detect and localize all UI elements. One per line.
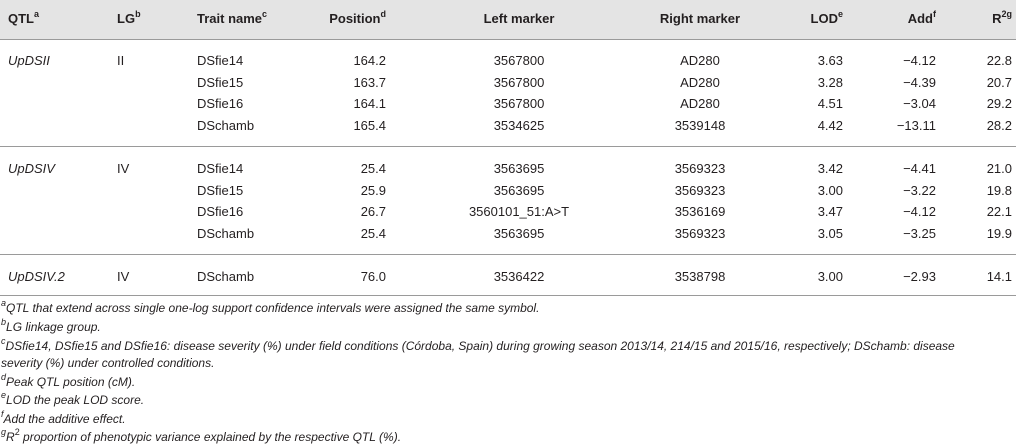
cell-r2: 29.2 — [986, 96, 1012, 111]
cell-add: −4.12 — [903, 53, 936, 68]
cell-left: 3536422 — [493, 269, 545, 284]
cell-position: 26.7 — [360, 204, 386, 219]
cell-lod: 4.42 — [817, 117, 843, 133]
cell-lod: 4.51 — [817, 96, 843, 111]
linkage-group: IV — [117, 269, 130, 284]
cell-right: 3569323 — [674, 161, 726, 176]
cell-right: AD280 — [680, 53, 720, 68]
header-lod: LODe — [810, 8, 843, 26]
header-r2: R2g — [992, 8, 1012, 26]
cell-lod: 3.63 — [817, 53, 843, 68]
cell-lod: 3.42 — [817, 161, 843, 176]
cell-trait: DSfie14 — [197, 161, 244, 176]
cell-left: 3560101_51:A>T — [468, 204, 570, 219]
cell-r2: 14.1 — [986, 269, 1012, 284]
cell-lod: 3.47 — [817, 204, 843, 219]
cell-trait: DSfie15 — [197, 182, 244, 198]
cell-add: −4.41 — [903, 161, 936, 176]
footnote: cDSfie14, DSfie15 and DSfie16: disease s… — [1, 336, 955, 354]
cell-add: −13.11 — [896, 117, 936, 133]
group-divider — [0, 254, 1016, 255]
header-left-marker: Left marker — [483, 11, 555, 26]
cell-position: 25.9 — [360, 182, 386, 198]
header-position: Positiond — [329, 8, 386, 26]
footnote: severity (%) under controlled conditions… — [1, 356, 215, 370]
cell-position: 164.1 — [353, 96, 386, 111]
cell-position: 76.0 — [360, 269, 386, 284]
cell-lod: 3.28 — [817, 74, 843, 90]
group-divider — [0, 146, 1016, 147]
cell-position: 164.2 — [353, 53, 386, 68]
cell-trait: DSfie16 — [197, 204, 244, 219]
cell-trait: DSfie15 — [197, 74, 244, 90]
cell-right: 3569323 — [674, 225, 726, 241]
cell-position: 25.4 — [360, 225, 386, 241]
cell-r2: 19.8 — [986, 182, 1012, 198]
footnote: dPeak QTL position (cM). — [1, 372, 136, 390]
cell-r2: 20.7 — [986, 74, 1012, 90]
qtl-name: UpDSIV — [8, 161, 55, 176]
cell-left: 3563695 — [493, 225, 545, 241]
cell-r2: 22.8 — [986, 53, 1012, 68]
cell-right: AD280 — [680, 74, 720, 90]
cell-r2: 22.1 — [986, 204, 1012, 219]
cell-trait: DSchamb — [197, 225, 255, 241]
cell-trait: DSfie14 — [197, 53, 244, 68]
cell-left: 3563695 — [493, 161, 545, 176]
cell-add: −4.39 — [903, 74, 936, 90]
qtl-name: UpDSIV.2 — [8, 269, 65, 284]
table-bottom-rule — [0, 295, 1016, 296]
footnote: fAdd the additive effect. — [1, 409, 126, 427]
cell-left: 3567800 — [493, 96, 545, 111]
cell-right: 3569323 — [674, 182, 726, 198]
cell-position: 165.4 — [353, 117, 386, 133]
cell-lod: 3.00 — [817, 269, 843, 284]
cell-left: 3534625 — [493, 117, 545, 133]
cell-right: 3538798 — [674, 269, 726, 284]
linkage-group: IV — [117, 161, 130, 176]
cell-trait: DSfie16 — [197, 96, 244, 111]
cell-right: 3539148 — [674, 117, 726, 133]
footnote: aQTL that extend across single one-log s… — [1, 298, 540, 316]
cell-add: −3.22 — [903, 182, 936, 198]
cell-trait: DSchamb — [197, 117, 255, 133]
cell-left: 3563695 — [493, 182, 545, 198]
linkage-group: II — [117, 53, 125, 68]
cell-right: AD280 — [680, 96, 720, 111]
table-header: QTLa LGb Trait namec Positiond Left mark… — [0, 0, 1016, 40]
footnote: bLG linkage group. — [1, 317, 101, 335]
header-trait-name: Trait namec — [197, 8, 268, 26]
footnote: eLOD the peak LOD score. — [1, 390, 145, 408]
cell-left: 3567800 — [493, 74, 545, 90]
cell-r2: 19.9 — [986, 225, 1012, 241]
cell-r2: 28.2 — [986, 117, 1012, 133]
cell-left: 3567800 — [493, 53, 545, 68]
footnote: gR2 proportion of phenotypic variance ex… — [1, 427, 402, 445]
cell-position: 163.7 — [353, 74, 386, 90]
cell-trait: DSchamb — [197, 269, 255, 284]
cell-add: −4.12 — [903, 204, 936, 219]
cell-lod: 3.00 — [817, 182, 843, 198]
cell-add: −3.04 — [903, 96, 936, 111]
qtl-name: UpDSII — [8, 53, 50, 68]
cell-right: 3536169 — [674, 204, 726, 219]
cell-lod: 3.05 — [817, 225, 843, 241]
header-add: Addf — [907, 8, 936, 26]
cell-add: −3.25 — [903, 225, 936, 241]
cell-add: −2.93 — [903, 269, 936, 284]
header-qtl: QTLa — [8, 8, 40, 26]
header-right-marker: Right marker — [659, 11, 741, 26]
header-lg: LGb — [117, 8, 141, 26]
cell-r2: 21.0 — [986, 161, 1012, 176]
cell-position: 25.4 — [360, 161, 386, 176]
